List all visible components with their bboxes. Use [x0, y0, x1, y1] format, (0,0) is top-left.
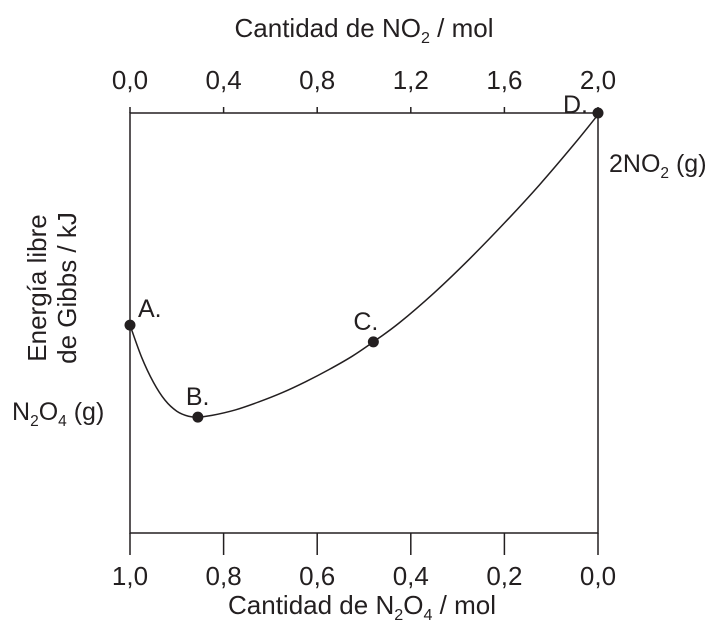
subscript-3: 4: [58, 412, 67, 430]
top-tick-label-0: 0,0: [111, 65, 149, 95]
subscript-1: 2: [30, 412, 39, 430]
gibbs-energy-curve: [129, 114, 599, 418]
top-tick-label-2: 0,8: [299, 65, 336, 95]
top-tick-label-4: 1,6: [486, 65, 523, 95]
point-label-a: A.: [138, 295, 162, 324]
top-axis-ticks: [129, 107, 599, 113]
text-part-4: (g): [66, 398, 105, 426]
text-part-0: Cantidad de NO: [234, 13, 421, 43]
point-c: [367, 336, 379, 348]
subscript-1: 2: [660, 164, 670, 182]
text-part-2: (g): [669, 150, 707, 178]
point-label-b: B.: [185, 383, 210, 412]
data-points: [124, 107, 604, 423]
text-part-0: Cantidad de N: [228, 590, 395, 620]
subscript-1: 2: [394, 606, 404, 625]
text-part-2: O: [38, 398, 59, 426]
bottom-tick-label-0: 1,0: [111, 561, 149, 591]
y-axis-title-line-2: de Gibbs / kJ: [52, 212, 82, 364]
point-d: [592, 107, 604, 119]
point-a: [124, 319, 136, 331]
point-b: [192, 411, 204, 423]
bottom-axis-ticks: [129, 533, 599, 555]
bottom-tick-label-2: 0,6: [299, 561, 336, 591]
top-tick-label-3: 1,2: [392, 65, 429, 95]
top-tick-label-1: 0,4: [205, 65, 242, 95]
bottom-tick-label-5: 0,0: [579, 561, 617, 591]
text-part-0: N: [12, 398, 31, 426]
text-part-2: / mol: [429, 13, 494, 43]
bottom-axis-title: Cantidad de N2O4 / mol: [228, 590, 496, 625]
top-axis-title: Cantidad de NO2 / mol: [234, 13, 494, 48]
point-label-d: D.: [563, 91, 588, 119]
subscript-1: 2: [420, 29, 430, 48]
text-part-0: 2NO: [609, 150, 661, 178]
no2-gas-label: 2NO2 (g): [609, 150, 707, 182]
text-part-2: O: [403, 590, 424, 620]
bottom-tick-label-1: 0,8: [205, 561, 242, 591]
top-tick-label-5: 2,0: [579, 65, 617, 95]
bottom-tick-label-4: 0,2: [486, 561, 523, 591]
bottom-tick-label-3: 0,4: [392, 561, 429, 591]
point-label-c: C.: [353, 307, 379, 336]
subscript-3: 4: [423, 606, 433, 625]
n2o4-gas-label: N2O4 (g): [12, 398, 105, 430]
y-axis-title-line-1: Energía libre: [22, 214, 52, 362]
y-axis-title: Energía libre de Gibbs / kJ: [22, 212, 82, 364]
text-part-4: / mol: [432, 590, 496, 620]
